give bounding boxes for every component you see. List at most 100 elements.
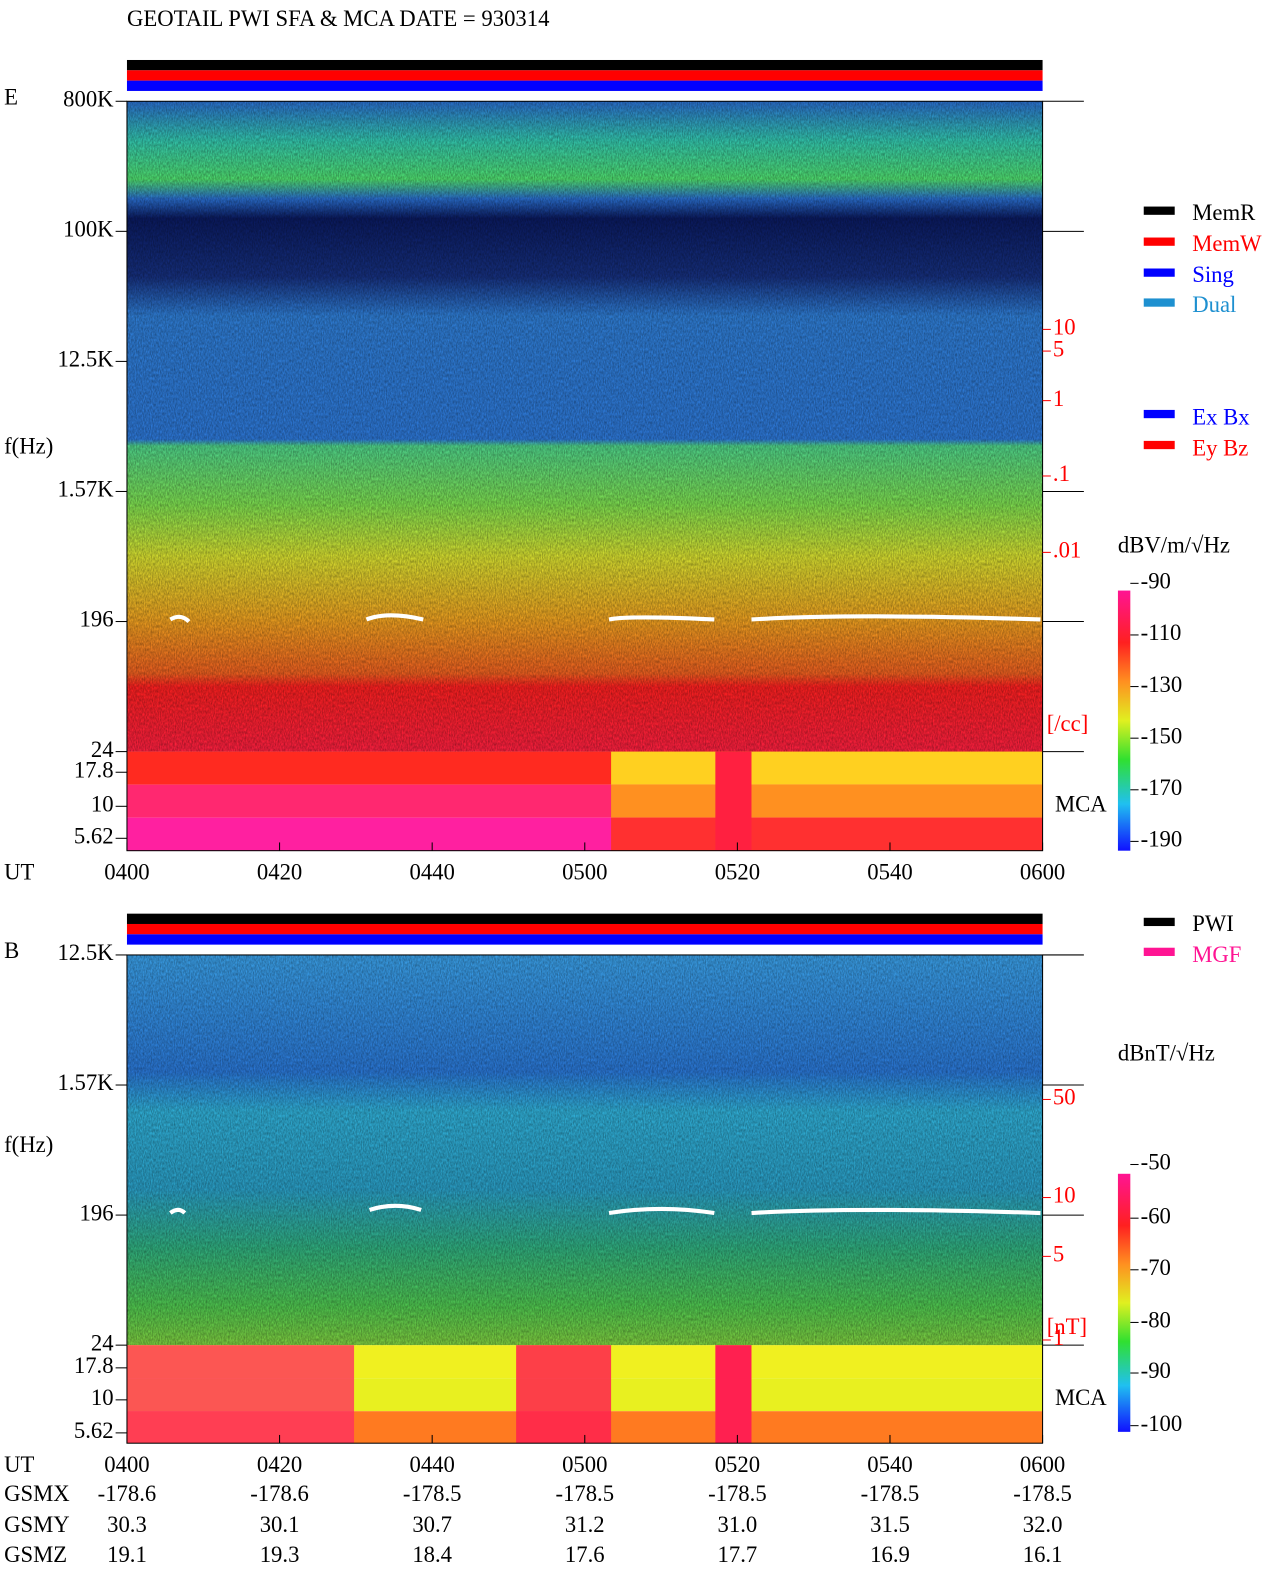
- orbit-value: 19.3: [260, 1542, 300, 1567]
- freq-tick-label: 5.62: [74, 1418, 114, 1443]
- e-colorbar: [1117, 590, 1131, 851]
- legend-entry: MemW: [1192, 231, 1262, 256]
- orbit-value: 31.2: [565, 1512, 605, 1537]
- legend-entry: Sing: [1192, 262, 1234, 287]
- orbit-value: 17.6: [565, 1542, 605, 1567]
- orbit-value: -178.5: [861, 1481, 920, 1506]
- time-tick-label: 0400: [104, 1452, 149, 1477]
- orbit-value: 16.9: [870, 1542, 910, 1567]
- freq-tick-label: 17.8: [74, 1353, 114, 1378]
- time-tick-label: 0420: [257, 860, 302, 885]
- right-tick-label: 1: [1053, 386, 1064, 411]
- colorbar-tick-label: -150: [1141, 723, 1183, 748]
- orbit-row-name: GSMX: [4, 1481, 70, 1506]
- freq-tick-label: 1.57K: [57, 477, 114, 502]
- time-tick-label: 0520: [715, 1452, 760, 1477]
- right-tick-label: 10: [1053, 1183, 1076, 1208]
- legend-entry: Dual: [1192, 292, 1236, 317]
- right-tick-label: .1: [1053, 461, 1070, 486]
- right-tick-label: 1: [1053, 1325, 1064, 1350]
- legend-entry: PWI: [1192, 911, 1234, 936]
- freq-tick-label: 196: [80, 1200, 114, 1225]
- orbit-value: -178.5: [708, 1481, 767, 1506]
- legend-entry: Ey Bz: [1192, 435, 1248, 460]
- time-tick-label: 0440: [409, 1452, 454, 1477]
- time-tick-label: 0500: [562, 860, 607, 885]
- time-tick-label: 0540: [867, 1452, 912, 1477]
- colorbar-tick-label: -170: [1141, 775, 1183, 800]
- orbit-value: -178.6: [250, 1481, 309, 1506]
- freq-tick-label: 1.57K: [57, 1070, 114, 1095]
- orbit-value: -178.5: [555, 1481, 614, 1506]
- orbit-value: -178.5: [1013, 1481, 1072, 1506]
- orbit-value: 19.1: [107, 1542, 147, 1567]
- freq-tick-label: 100K: [63, 217, 114, 242]
- freq-tick-label: 24: [91, 1330, 114, 1355]
- colorbar-tick-label: -60: [1141, 1203, 1171, 1228]
- right-unit: [nT]: [1047, 1314, 1087, 1339]
- e-spectrogram: [126, 101, 1043, 851]
- orbit-value: 16.1: [1023, 1542, 1063, 1567]
- freq-tick-label: 24: [91, 737, 114, 762]
- right-tick-label: 10: [1053, 315, 1076, 340]
- right-tick-label: 5: [1053, 1242, 1064, 1267]
- time-tick-label: 0540: [867, 860, 912, 885]
- mca-label: MCA: [1055, 1385, 1107, 1410]
- orbit-row-name: GSMY: [4, 1512, 70, 1537]
- panel-label: B: [4, 938, 19, 963]
- time-tick-label: 0600: [1020, 1452, 1065, 1477]
- legend-entry: Ex Bx: [1192, 404, 1250, 429]
- colorbar-unit: dBnT/√Hz: [1118, 1040, 1215, 1065]
- orbit-value: -178.5: [403, 1481, 462, 1506]
- colorbar-tick-label: -90: [1141, 1358, 1171, 1383]
- orbit-value: 31.0: [718, 1512, 758, 1537]
- colorbar-tick-label: -110: [1141, 620, 1182, 645]
- b-spectrogram: [126, 954, 1043, 1444]
- b-colorbar: [1117, 1173, 1131, 1432]
- time-tick-label: 0600: [1020, 860, 1065, 885]
- freq-tick-label: 10: [91, 1385, 114, 1410]
- legend-entry: MGF: [1192, 942, 1241, 967]
- y-axis-label: f(Hz): [4, 1132, 53, 1157]
- orbit-value: 31.5: [870, 1512, 910, 1537]
- colorbar-unit: dBV/m/√Hz: [1118, 532, 1230, 557]
- colorbar-tick-label: -50: [1141, 1150, 1171, 1175]
- time-axis-label: UT: [4, 1452, 34, 1477]
- time-tick-label: 0420: [257, 1452, 302, 1477]
- orbit-value: -178.6: [98, 1481, 157, 1506]
- freq-tick-label: 800K: [63, 86, 114, 111]
- orbit-value: 30.7: [412, 1512, 452, 1537]
- right-tick-label: 50: [1053, 1085, 1076, 1110]
- right-tick-label: 5: [1053, 336, 1064, 361]
- freq-tick-label: 12.5K: [57, 940, 114, 965]
- y-axis-label: f(Hz): [4, 433, 53, 458]
- time-tick-label: 0520: [715, 860, 760, 885]
- orbit-value: 30.1: [260, 1512, 300, 1537]
- freq-tick-label: 12.5K: [57, 347, 114, 372]
- panel-label: E: [4, 84, 18, 109]
- plot-frame: [126, 954, 1044, 1444]
- orbit-row-name: GSMZ: [4, 1542, 67, 1567]
- freq-tick-label: 17.8: [74, 757, 114, 782]
- right-unit: [/cc]: [1047, 711, 1089, 736]
- mca-label: MCA: [1055, 792, 1107, 817]
- legend-entry: MemR: [1192, 200, 1256, 225]
- right-tick-label: .01: [1053, 538, 1081, 563]
- orbit-value: 30.3: [107, 1512, 147, 1537]
- freq-tick-label: 5.62: [74, 824, 114, 849]
- legend-swatches: [1143, 206, 1175, 956]
- freq-tick-label: 196: [80, 607, 114, 632]
- orbit-value: 17.7: [718, 1542, 758, 1567]
- time-tick-label: 0440: [409, 860, 454, 885]
- colorbar-tick-label: -130: [1141, 672, 1183, 697]
- page-title: GEOTAIL PWI SFA & MCA DATE = 930314: [127, 6, 550, 31]
- status-bars: [126, 59, 1043, 945]
- time-tick-label: 0500: [562, 1452, 607, 1477]
- colorbar-tick-label: -190: [1141, 827, 1183, 852]
- freq-tick-label: 10: [91, 792, 114, 817]
- colorbar-tick-label: -100: [1141, 1411, 1183, 1436]
- time-axis-label: UT: [4, 860, 34, 885]
- orbit-value: 32.0: [1023, 1512, 1063, 1537]
